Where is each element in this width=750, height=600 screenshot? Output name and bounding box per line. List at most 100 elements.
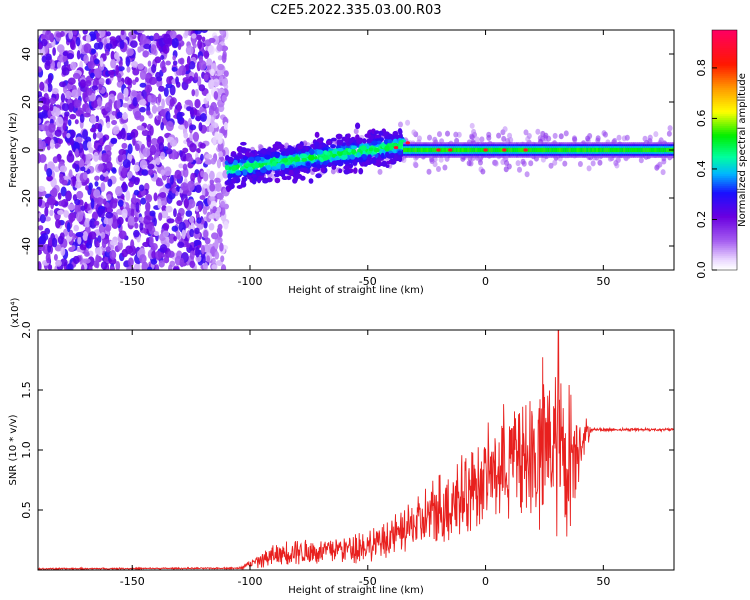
- spectrogram-cell: [479, 136, 485, 143]
- spectrogram-cell: [307, 154, 315, 161]
- colorbar-step: [712, 72, 737, 75]
- spectrogram-cell: [336, 147, 344, 152]
- spectrogram-cell: [261, 149, 267, 154]
- spectrogram-cell: [166, 76, 173, 85]
- spectrogram-cell: [185, 210, 193, 217]
- spectrogram-cell: [138, 184, 145, 192]
- spectrogram-cell: [603, 147, 607, 153]
- spectrogram-cell: [527, 147, 531, 153]
- spectrogram-cell: [208, 109, 214, 116]
- spectrogram-cell: [86, 141, 92, 150]
- spectrogram-cell: [203, 74, 209, 81]
- spectrogram-cell: [474, 136, 480, 143]
- spectrogram-cell: [633, 147, 636, 153]
- spectrogram-cell: [97, 41, 104, 50]
- spectrogram-cell: [54, 143, 59, 149]
- spectrogram-cell: [188, 216, 195, 224]
- spectrogram-cell: [197, 39, 203, 50]
- spectrogram-cell: [547, 147, 551, 153]
- spectrogram-cell: [217, 132, 224, 138]
- spectrogram-cell: [216, 192, 225, 200]
- colorbar: 0.0 0.2 0.4 0.6 0.8 Normalized spectral ampl…: [695, 29, 748, 279]
- spectrogram-cell: [119, 128, 126, 140]
- spectrogram-cell: [118, 230, 127, 240]
- spectrogram-cell: [295, 173, 303, 179]
- spectrogram-cell: [260, 157, 265, 162]
- spectrogram-cell: [490, 147, 494, 153]
- spectrogram-cell: [94, 181, 99, 187]
- colorbar-step: [712, 46, 737, 49]
- spectrogram-cell: [178, 66, 183, 76]
- colorbar-step: [712, 176, 737, 179]
- spectrogram-cell: [133, 189, 140, 196]
- spectrogram-cell: [94, 175, 100, 181]
- spectrogram-cell: [590, 147, 593, 153]
- colorbar-step: [712, 216, 737, 219]
- colorbar-step: [712, 184, 737, 187]
- spectrogram-cell: [185, 45, 194, 56]
- spectrogram-cell: [147, 60, 152, 67]
- spectrogram-cell: [212, 137, 217, 146]
- spectrogram-cell: [492, 147, 496, 153]
- spectrogram-cell: [56, 116, 64, 128]
- spectrogram-cell: [496, 132, 502, 139]
- spectrogram-cell: [66, 53, 74, 60]
- spectrogram-cell: [486, 147, 490, 153]
- spectrogram-cell: [121, 208, 128, 219]
- spectrogram-cell: [173, 235, 177, 242]
- spectrogram-cell: [214, 239, 219, 250]
- spectrogram-marks: [38, 30, 674, 270]
- spectrogram-cell: [106, 193, 112, 201]
- colorbar-step: [712, 138, 737, 141]
- spectrogram-cell: [410, 147, 414, 153]
- spectrogram-cell: [389, 152, 395, 159]
- spectrogram-cell: [595, 135, 601, 142]
- colorbar-step: [712, 44, 737, 47]
- spectrogram-cell: [162, 44, 170, 54]
- colorbar-step: [712, 170, 737, 173]
- spectrogram-cell: [106, 121, 111, 129]
- colorbar-step: [712, 68, 737, 71]
- spectrogram-cell: [502, 126, 508, 133]
- spectrogram-cell: [49, 139, 55, 150]
- spectrogram-cell: [471, 128, 477, 135]
- colorbar-step: [712, 122, 737, 125]
- spectrogram-cell: [181, 229, 186, 240]
- spectrogram-cell: [175, 76, 179, 85]
- spectrogram-cell: [179, 57, 185, 65]
- spectrogram-cell: [613, 159, 619, 166]
- spectrogram-cell: [45, 252, 51, 264]
- spectrogram-cell: [89, 72, 95, 79]
- spectrogram-cell: [153, 217, 157, 227]
- colorbar-step: [712, 238, 737, 241]
- colorbar-step: [712, 84, 737, 87]
- spectrogram-cell: [453, 131, 459, 138]
- spectrogram-cell: [93, 151, 99, 162]
- colorbar-step: [712, 164, 737, 167]
- colorbar-step: [712, 102, 737, 105]
- spectrogram-cell: [330, 144, 336, 149]
- spectrogram-cell: [336, 139, 343, 146]
- spectrogram-cell: [134, 77, 139, 83]
- spectrogram-cell: [72, 255, 80, 265]
- spectrogram-cell: [288, 149, 294, 156]
- spectrogram-cell: [473, 147, 476, 153]
- spectrogram-cell: [451, 147, 455, 153]
- spectrogram-cell: [424, 147, 428, 153]
- figure-title: C2E5.2022.335.03.00.R03: [270, 3, 441, 18]
- spectrogram-cell: [223, 121, 228, 131]
- colorbar-step: [712, 30, 737, 33]
- spectrogram-cell: [126, 66, 131, 73]
- spectrogram-cell: [134, 222, 139, 229]
- spectrogram-cell: [148, 35, 155, 42]
- spectrogram-cell: [82, 129, 88, 140]
- spectrogram-cell: [654, 147, 658, 153]
- spectrogram-cell: [510, 147, 514, 153]
- spectrogram-cell: [232, 159, 238, 166]
- spectrogram-cell: [275, 162, 282, 169]
- spectrogram-cell: [368, 147, 374, 152]
- colorbar-step: [712, 248, 737, 251]
- spectrogram-cell: [96, 37, 102, 43]
- spectrogram-cell: [185, 242, 191, 249]
- snr-series-line: [38, 330, 674, 570]
